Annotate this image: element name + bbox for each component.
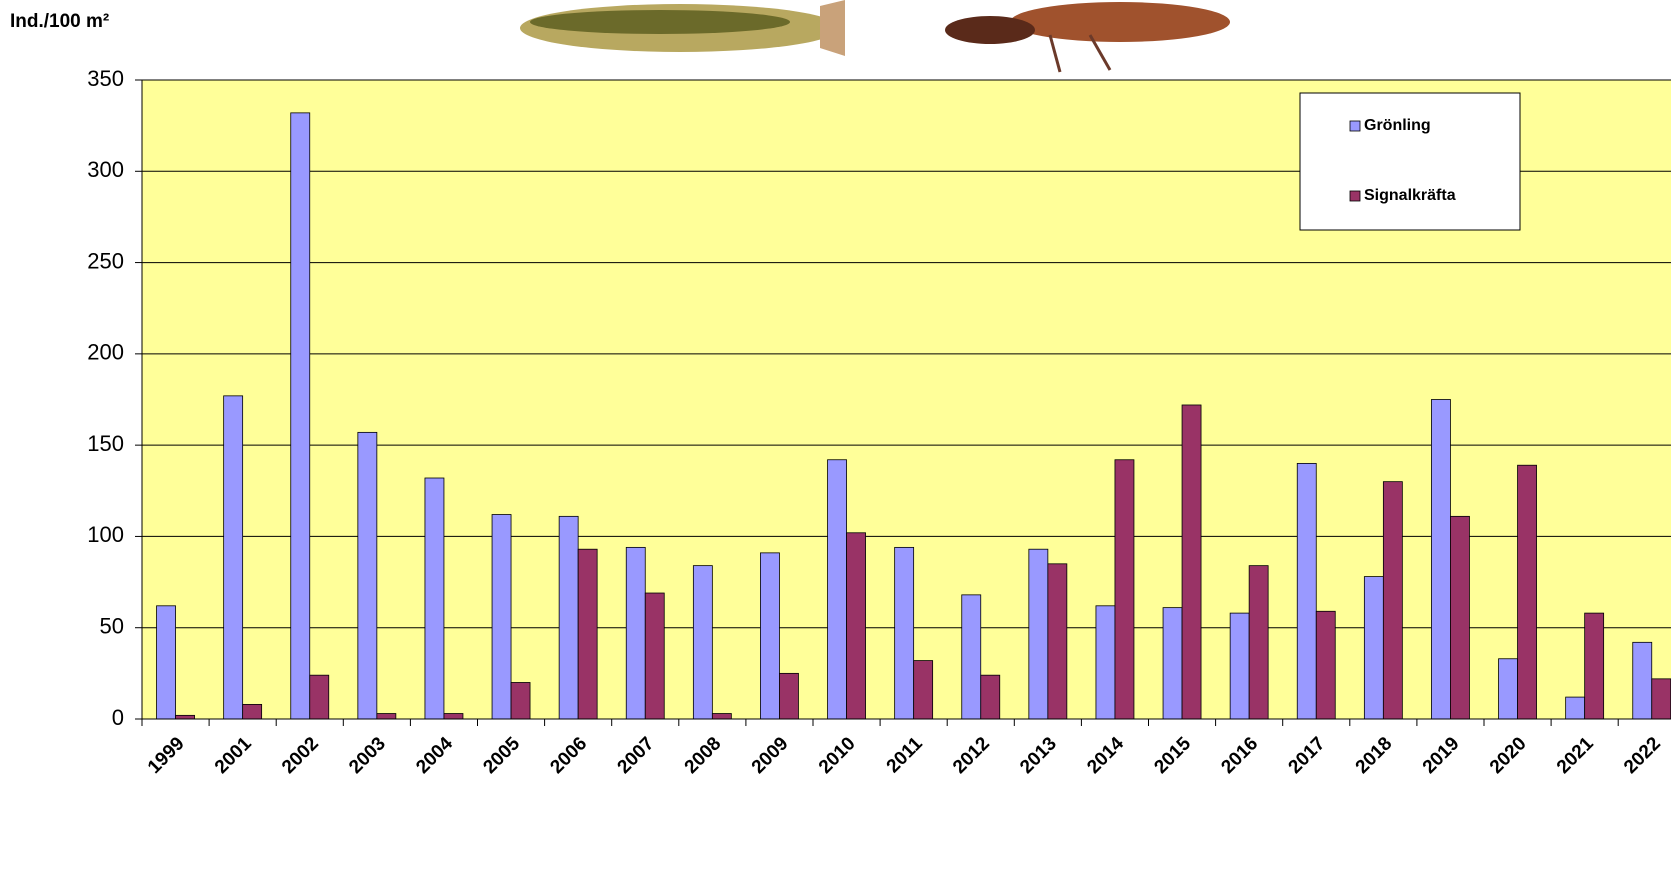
bar [711,713,732,720]
bar [1181,404,1202,720]
bar [692,565,713,720]
x-tick-label: 2011 [883,733,927,777]
bar [443,713,464,720]
x-tick-label: 2006 [546,733,591,778]
bar [1363,576,1384,720]
bar [491,514,512,720]
legend-swatch [1349,190,1361,202]
x-tick-label: 2002 [278,733,323,778]
bar [1162,607,1183,720]
x-tick-label: 2005 [479,733,524,778]
bar [376,713,397,720]
x-tick-label: 2003 [345,733,390,778]
bar [1114,459,1135,720]
bar [1565,696,1586,720]
bar [1296,462,1317,720]
x-tick-label: 2021 [1553,733,1598,778]
bar [779,672,799,720]
bar [1584,612,1605,720]
x-tick-label: 2017 [1285,733,1330,778]
x-tick-label: 2013 [1016,733,1061,778]
bar [223,395,244,720]
bar [1248,565,1269,720]
y-tick-label: 50 [100,614,124,639]
crayfish-illustration [945,2,1230,73]
legend-box [1299,92,1521,231]
x-tick-label: 2009 [748,733,793,778]
x-tick-label: 2022 [1620,733,1665,778]
bar [625,546,646,720]
x-tick-label: 2001 [211,733,256,778]
legend-swatch [1349,120,1361,132]
legend-label: Signalkräfta [1364,187,1456,204]
legend-label: Grönling [1364,117,1431,134]
y-tick-label: 0 [112,705,124,730]
bar [827,459,847,720]
x-tick-label: 2016 [1217,733,1262,778]
bar [1651,678,1671,720]
bar [558,515,579,720]
bar [1315,610,1336,720]
x-tick-label: 2010 [815,733,860,778]
bar [1047,563,1068,720]
bar [577,548,598,720]
bar [242,703,263,720]
bar [1229,612,1250,720]
x-tick-label: 2020 [1486,733,1531,778]
x-tick-label: 2008 [681,733,726,778]
y-tick-label: 150 [87,431,124,456]
bar [175,714,195,720]
bar [980,674,1001,720]
y-tick-label: 100 [87,522,124,547]
x-tick-label: 2015 [1150,733,1195,778]
bar [290,112,311,720]
x-tick-label: 2012 [949,733,994,778]
y-axis-label: Ind./100 m² [10,11,109,32]
bar [1632,641,1653,720]
bar [1095,605,1116,720]
bar [1382,481,1403,720]
bar [357,431,378,720]
y-tick-label: 250 [87,248,124,273]
y-tick-label: 350 [87,66,124,91]
x-tick-label: 2019 [1419,733,1464,778]
y-tick-label: 300 [87,157,124,182]
bar [1028,548,1049,720]
bar [1498,658,1518,720]
bar [1450,515,1470,720]
bar [309,674,330,720]
x-tick-label: 1999 [144,733,189,778]
x-tick-label: 2014 [1083,733,1128,778]
bar [1517,464,1537,720]
bar [961,594,982,720]
bar [424,477,445,720]
bar [644,592,665,720]
x-tick-label: 2004 [412,733,457,778]
bar [913,660,934,720]
bar [760,552,780,720]
bar [510,682,531,720]
y-tick-label: 200 [87,340,124,365]
fish-illustration [520,0,845,56]
bar [846,532,866,720]
bar [1431,399,1451,720]
x-tick-label: 2018 [1352,733,1397,778]
x-tick-label: 2007 [614,733,659,778]
bar [156,605,176,720]
bar [894,546,915,720]
